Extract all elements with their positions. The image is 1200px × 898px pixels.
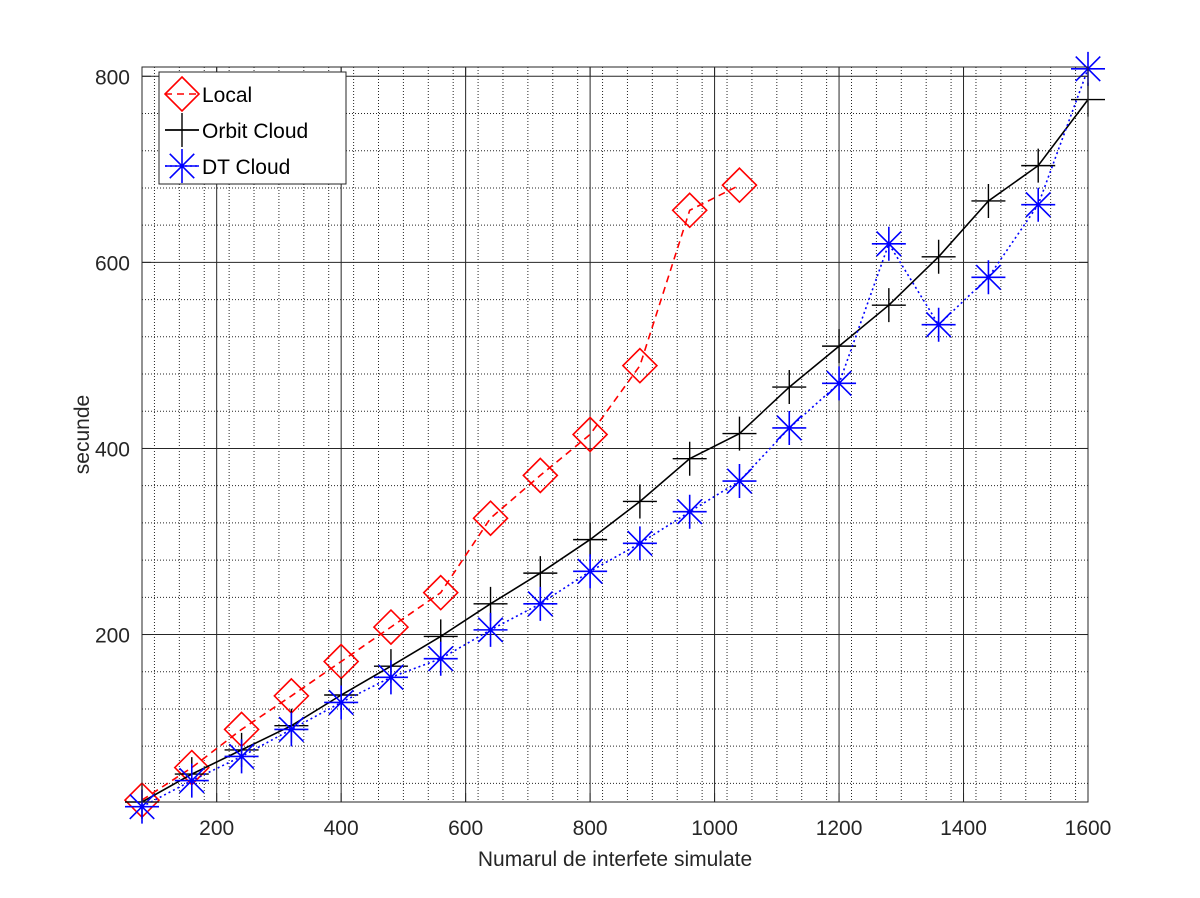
data-point: [622, 484, 657, 519]
data-point: [423, 641, 458, 676]
data-point: [722, 464, 757, 499]
data-point: [422, 574, 459, 611]
x-tick-label: 1400: [940, 817, 987, 840]
data-point: [1021, 148, 1056, 183]
data-point: [274, 712, 309, 747]
data-point: [125, 789, 159, 824]
x-axis-ticks: 200 400 600 800 1000 1200 1400 1600: [199, 67, 1111, 840]
legend-label: Local: [202, 84, 252, 107]
plot-area: [142, 67, 1088, 802]
data-point: [324, 685, 359, 720]
data-point: [373, 660, 408, 695]
data-point: [522, 457, 559, 494]
series-line: [141, 68, 1089, 808]
legend-entry: DT Cloud: [165, 149, 290, 183]
data-point: [573, 522, 608, 557]
data-point: [871, 288, 906, 323]
data-point: [523, 586, 558, 621]
data-point: [523, 556, 558, 591]
x-tick-label: 200: [199, 817, 234, 840]
data-point: [622, 526, 657, 561]
data-point: [671, 192, 708, 229]
legend-label: Orbit Cloud: [202, 120, 308, 143]
data-point: [473, 612, 508, 647]
data-point: [672, 494, 707, 529]
series-layer: [123, 51, 1105, 824]
data-point: [1021, 187, 1056, 222]
data-point: [921, 239, 956, 274]
legend-entry: Local: [163, 75, 252, 113]
y-tick-label: 200: [95, 625, 130, 648]
data-point: [971, 183, 1006, 218]
data-point: [822, 366, 857, 401]
data-point: [871, 226, 906, 261]
minor-grid: [142, 67, 1088, 802]
plot-frame: [141, 66, 1089, 803]
y-axis-ticks: 200 400 600 800: [95, 66, 1088, 648]
legend-marker: [163, 75, 201, 113]
data-point: [621, 347, 659, 384]
x-tick-label: 1600: [1065, 817, 1112, 840]
data-point: [721, 167, 758, 204]
x-axis-label: Numarul de interfete simulate: [478, 848, 752, 871]
legend-marker: [165, 113, 199, 147]
legend-label: DT Cloud: [202, 156, 290, 179]
data-point: [472, 500, 509, 537]
data-point: [573, 554, 608, 589]
legend: Local Orbit Cloud DT Cloud: [158, 71, 347, 185]
series-dt-cloud: [125, 51, 1105, 824]
x-tick-label: 600: [448, 817, 483, 840]
x-tick-label: 400: [324, 817, 359, 840]
data-point: [772, 410, 807, 445]
series-local: [123, 167, 758, 819]
data-point: [571, 416, 609, 453]
legend-marker: [165, 149, 199, 183]
y-axis-label: secunde: [71, 395, 94, 474]
data-point: [921, 307, 956, 342]
y-tick-label: 600: [95, 252, 130, 275]
data-point: [672, 441, 707, 476]
y-tick-label: 400: [95, 438, 130, 461]
data-point: [772, 370, 807, 405]
data-point: [174, 763, 209, 798]
data-point: [224, 739, 259, 774]
x-tick-label: 1200: [816, 817, 863, 840]
series-line: [141, 184, 740, 801]
x-tick-label: 1000: [691, 817, 738, 840]
legend-entry: Orbit Cloud: [165, 113, 308, 147]
x-tick-label: 800: [573, 817, 608, 840]
data-point: [372, 608, 410, 646]
data-point: [722, 416, 757, 451]
y-tick-label: 800: [95, 66, 130, 89]
data-point: [971, 260, 1006, 295]
data-point: [822, 329, 857, 364]
